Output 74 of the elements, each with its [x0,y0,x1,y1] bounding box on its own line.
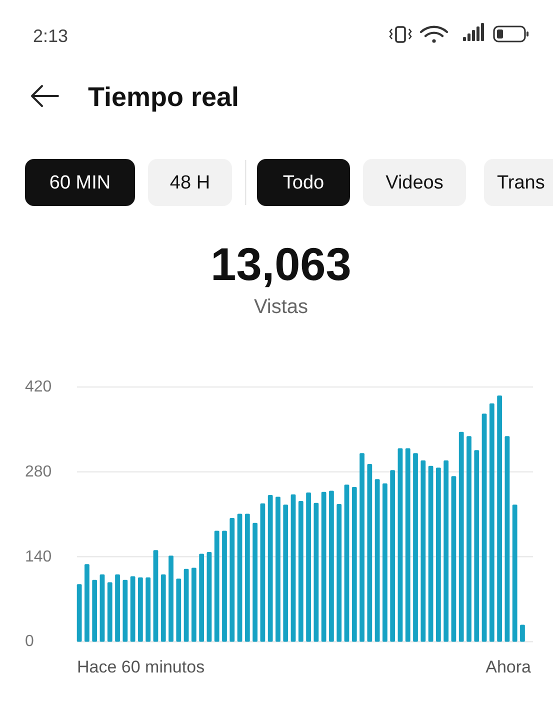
bar [374,479,380,642]
bar [92,580,98,642]
bar [146,577,151,642]
y-tick-label: 140 [25,548,52,566]
bar [474,450,480,642]
bar [512,504,518,642]
y-tick-label: 280 [25,463,52,480]
bar [244,514,250,642]
bar [107,582,112,642]
y-tick-label: 0 [25,633,34,650]
text: Videos [386,172,444,194]
y-tick-label: 420 [25,378,52,396]
bar [290,494,296,642]
bar [130,576,136,642]
bar [276,496,280,642]
text: Ahora [486,658,532,676]
bar [398,448,403,642]
bar [122,580,128,642]
bar [520,624,525,642]
bar [160,574,166,642]
bar [466,436,472,642]
text: Hace 60 minutos [77,658,205,676]
bar [413,453,418,642]
bar [260,503,266,642]
bar [191,568,196,642]
bar [428,466,434,642]
text: 60 MIN [49,172,111,194]
bar [252,522,258,642]
text: 13,063 [210,238,352,290]
bar [176,578,182,642]
bar [153,550,158,642]
bar [283,504,288,642]
bar [504,436,510,642]
bar [367,464,372,642]
text: Vistas [254,296,308,318]
bar [237,514,242,642]
bar [184,568,189,642]
bar [321,492,326,642]
bar [214,530,220,642]
bar [199,554,204,642]
bar [482,414,487,642]
bar [115,574,120,642]
bar [405,448,410,642]
bar [138,577,143,642]
bar [352,487,357,642]
bar [84,564,90,642]
text: 48 H [170,172,210,194]
bar [314,502,319,642]
bar [444,460,449,642]
bar [329,490,334,642]
chart-title: Tiempo real [88,82,240,112]
bar [420,460,426,642]
bar [497,395,502,642]
bar [390,470,396,642]
bar [168,556,174,642]
text: Trans [497,172,545,194]
bar [458,432,464,642]
bar [360,453,364,642]
bar [382,483,388,642]
bar [268,494,273,642]
bar [230,518,235,642]
bar [436,468,441,642]
bar [344,484,350,642]
bar [489,403,494,642]
bar [206,552,212,642]
bar [100,574,105,642]
bar [222,530,227,642]
bar [76,584,82,642]
bar [336,504,342,642]
text: 2:13 [33,26,68,46]
bar [451,476,456,642]
bar [298,501,304,642]
text: Todo [282,172,324,194]
bar [306,492,311,642]
